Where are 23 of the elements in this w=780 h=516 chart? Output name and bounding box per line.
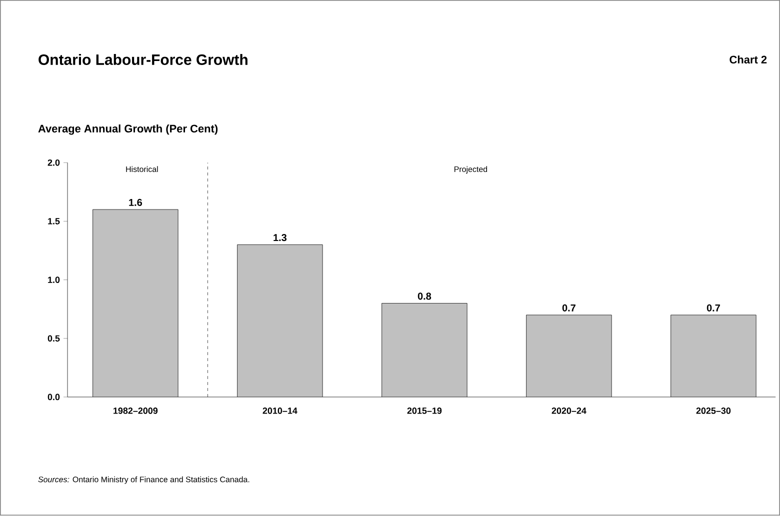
bar <box>670 314 756 398</box>
y-tick-label: 1.5 <box>48 218 60 225</box>
data-label: 0.7 <box>706 304 720 312</box>
data-label: 1.3 <box>274 234 287 242</box>
data-label: 1.6 <box>129 199 142 206</box>
bar <box>382 303 468 398</box>
x-tick-label: 2010–14 <box>262 408 298 414</box>
chart-title: Ontario Labour-Force Growth <box>38 54 248 66</box>
bar <box>237 244 323 398</box>
bar <box>92 210 178 398</box>
y-tick-label: 1.0 <box>48 276 60 284</box>
x-tick-label: 2015–19 <box>407 408 442 414</box>
bar <box>526 315 612 398</box>
x-tick-label: 2025–30 <box>696 408 731 414</box>
x-tick-label: 2020–24 <box>552 408 586 414</box>
x-tick-label: 1982–2009 <box>114 408 158 414</box>
data-label: 0.8 <box>418 292 432 300</box>
y-tick-label: 0.0 <box>48 394 60 400</box>
y-tick-label: 0.5 <box>48 335 60 342</box>
data-label: 0.7 <box>562 304 576 312</box>
chart-subtitle: Chart 2 <box>730 56 767 64</box>
y-axis-title: Average Annual Growth (Per Cent) <box>38 124 218 135</box>
y-tick-label: 2.0 <box>48 160 60 166</box>
